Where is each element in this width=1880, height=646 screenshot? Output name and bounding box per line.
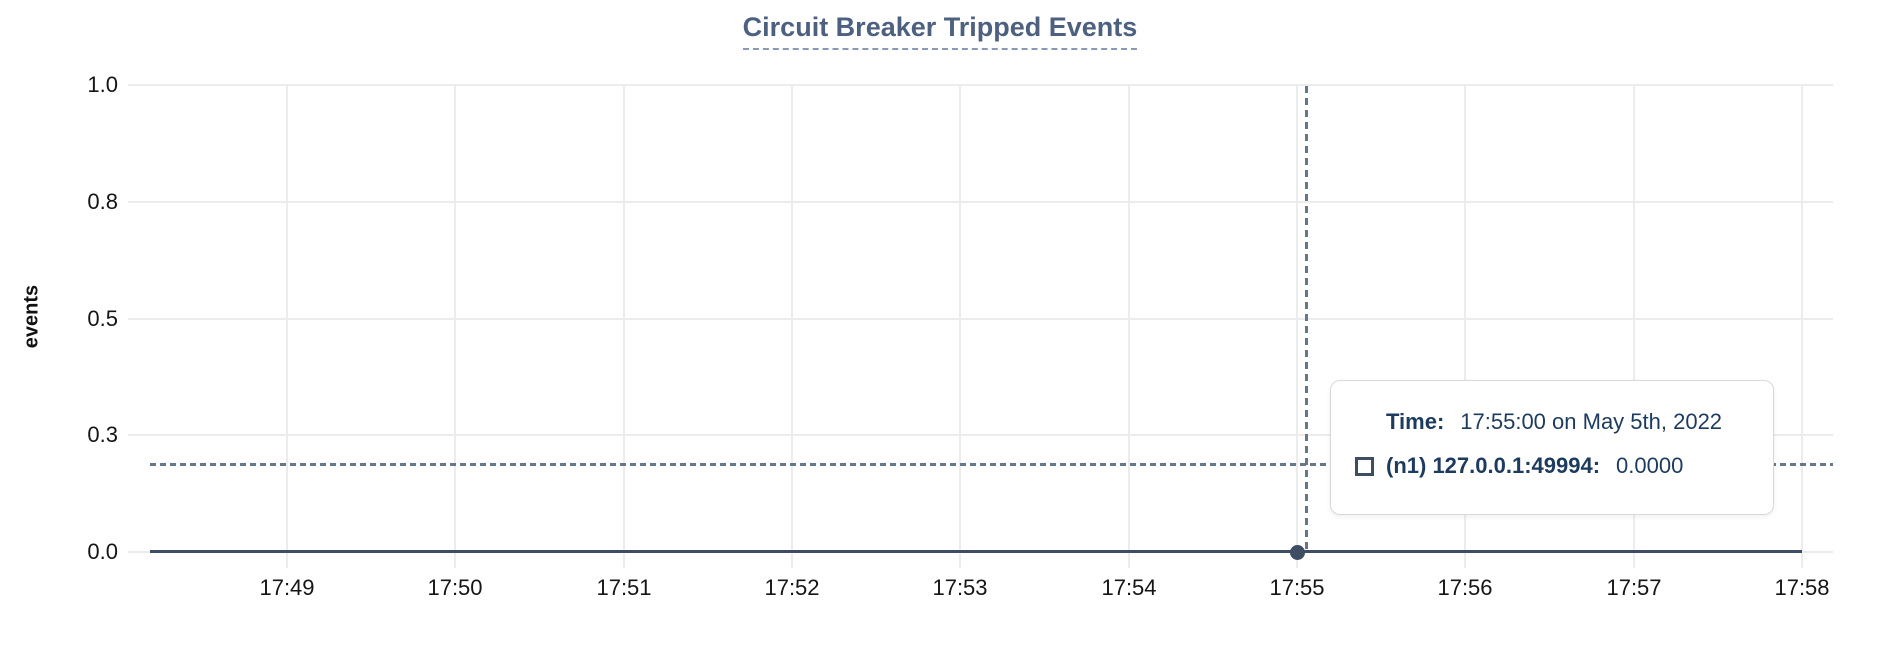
crosshair-vertical-line xyxy=(1305,86,1308,552)
series-swatch-icon xyxy=(1355,456,1374,476)
x-axis-tick-label: 17:52 xyxy=(764,575,820,600)
x-axis-tick-label: 17:49 xyxy=(259,575,315,600)
y-axis-tick-label: 0.5 xyxy=(87,306,118,331)
gridline-horizontal xyxy=(128,434,1833,436)
tooltip-series-label: (n1) 127.0.0.1:49994: xyxy=(1386,453,1601,478)
highlighted-data-point[interactable] xyxy=(1290,545,1305,560)
tooltip-time-row: Time: 17:55:00 on May 5th, 2022 xyxy=(1386,409,1722,435)
tooltip-time-label: Time: xyxy=(1386,409,1445,434)
gridline-horizontal xyxy=(128,84,1833,86)
x-axis-tick-label: 17:56 xyxy=(1437,575,1493,600)
gridline-horizontal xyxy=(128,318,1833,320)
x-axis-tick-label: 17:58 xyxy=(1774,575,1830,600)
gridline-vertical xyxy=(1296,85,1298,568)
crosshair-horizontal-line xyxy=(150,463,1833,466)
x-axis-tick-label: 17:57 xyxy=(1606,575,1662,600)
gridline-vertical xyxy=(1128,85,1130,568)
gridline-vertical xyxy=(454,85,456,568)
gridline-vertical xyxy=(791,85,793,568)
y-axis-title: events xyxy=(20,284,43,349)
tooltip-series-row: (n1) 127.0.0.1:49994: 0.0000 xyxy=(1355,453,1683,479)
tooltip-series-value: 0.0000 xyxy=(1616,453,1684,478)
y-axis-tick-label: 0.8 xyxy=(87,189,118,214)
gridline-vertical xyxy=(623,85,625,568)
gridline-vertical xyxy=(1801,85,1803,568)
chart-title-text: Circuit Breaker Tripped Events xyxy=(742,12,1138,50)
x-axis-tick-label: 17:55 xyxy=(1269,575,1325,600)
gridline-vertical xyxy=(286,85,288,568)
y-axis-tick-label: 1.0 xyxy=(87,72,118,97)
tooltip-time-value: 17:55:00 on May 5th, 2022 xyxy=(1460,409,1723,434)
gridline-horizontal xyxy=(128,201,1833,203)
chart-title: Circuit Breaker Tripped Events xyxy=(0,12,1880,50)
x-axis-tick-label: 17:50 xyxy=(427,575,483,600)
gridline-vertical xyxy=(1464,85,1466,568)
gridline-vertical xyxy=(1633,85,1635,568)
x-axis-tick-label: 17:54 xyxy=(1101,575,1157,600)
series-line-zero-events xyxy=(150,550,1802,553)
y-axis-tick-label: 0.3 xyxy=(87,422,118,447)
y-axis-tick-label: 0.0 xyxy=(87,539,118,564)
gridline-vertical xyxy=(959,85,961,568)
hover-tooltip: Time: 17:55:00 on May 5th, 2022 (n1) 127.… xyxy=(1330,380,1774,515)
x-axis-tick-label: 17:51 xyxy=(596,575,652,600)
x-axis-tick-label: 17:53 xyxy=(932,575,988,600)
